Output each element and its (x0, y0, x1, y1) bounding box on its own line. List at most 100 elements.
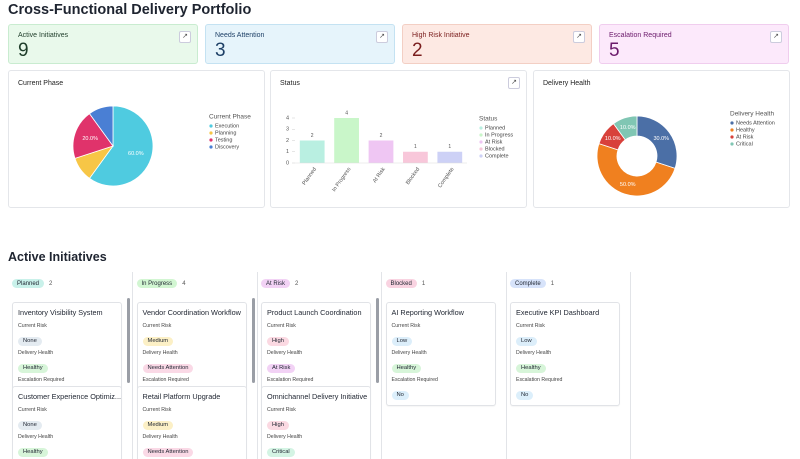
field-label: Delivery Health (391, 350, 427, 356)
initiative-card[interactable]: Customer Experience Optimiz... Current Ri… (12, 386, 122, 459)
kpi-card: Active Initiatives 9 ↗ (8, 24, 198, 64)
field-value-row: Low (391, 329, 491, 347)
field-value-row: Needs Attention (142, 356, 242, 374)
field-value-row: High (267, 413, 366, 431)
kpi-value: 5 (609, 40, 620, 61)
initiative-card[interactable]: Retail Platform Upgrade Current Risk Mediu… (136, 386, 247, 459)
field-value-row: None (18, 413, 117, 431)
board-column: In Progress 4 Vendor Coordination Workflow… (133, 272, 258, 459)
field-value: Needs Attention (142, 447, 194, 457)
scrollbar[interactable] (376, 298, 379, 383)
bar (368, 140, 394, 163)
x-tick-label: Complete (437, 167, 455, 190)
board-column: Complete 1 Executive KPI Dashboard Current … (506, 272, 631, 459)
field-value-row: No (391, 383, 491, 401)
x-tick-label: At Risk (372, 166, 387, 184)
field-value: Healthy (18, 447, 48, 457)
card-title: Customer Experience Optimiz... (18, 392, 122, 401)
kpi-card: Escalation Required 5 ↗ (599, 24, 789, 64)
column-count: 1 (550, 280, 555, 287)
expand-icon[interactable]: ↗ (179, 31, 191, 43)
field-label: Current Risk (516, 323, 545, 329)
field-value-row: Medium (142, 329, 242, 347)
legend-swatch (479, 133, 483, 137)
legend-swatch (730, 128, 734, 132)
card-title: Vendor Coordination Workflow (142, 308, 241, 317)
initiative-card[interactable]: Omnichannel Delivery Initiative Current R… (261, 386, 371, 459)
slice-label: 10.0% (605, 136, 621, 142)
legend-swatch (730, 121, 734, 125)
field-value-row: Medium (142, 413, 242, 431)
chart-title: Status (280, 80, 300, 87)
bar-label: 4 (345, 110, 348, 116)
legend-label: Testing (215, 137, 232, 143)
field-value-row: Needs Attention (142, 440, 242, 458)
slice-label: 60.0% (128, 151, 144, 157)
chart-title: Current Phase (18, 80, 63, 87)
bar (437, 151, 463, 163)
field-value: Needs Attention (142, 363, 194, 373)
legend-label: Critical (736, 141, 753, 147)
column-count: 1 (421, 280, 426, 287)
page-title: Cross-Functional Delivery Portfolio (8, 2, 252, 18)
field-value: None (18, 420, 42, 430)
bar (403, 151, 428, 163)
chart-title: Delivery Health (543, 80, 591, 87)
field-value: Medium (142, 336, 174, 346)
legend-label: Discovery (215, 144, 239, 150)
column-name: Complete (510, 279, 546, 288)
field-label: Escalation Required (516, 377, 563, 383)
scrollbar[interactable] (127, 298, 130, 383)
field-value-row: Healthy (391, 356, 491, 374)
bar (299, 140, 325, 163)
expand-icon[interactable]: ↗ (508, 77, 520, 89)
legend-label: In Progress (485, 132, 513, 138)
bar (334, 118, 359, 163)
column-name: In Progress (136, 279, 178, 288)
legend-swatch (209, 131, 213, 135)
column-header: At Risk 2 (261, 279, 298, 288)
donut-slice (596, 143, 676, 197)
chart: Current Phase 60.0% 20.0% Current Phase Exec… (18, 80, 251, 187)
initiative-card[interactable]: Executive KPI Dashboard Current Risk Low De… (510, 302, 620, 406)
field-label: Delivery Health (267, 434, 303, 440)
field-value: Low (391, 336, 413, 346)
x-tick-label: Blocked (405, 167, 421, 186)
expand-icon[interactable]: ↗ (770, 31, 782, 43)
field-value: High (267, 336, 289, 346)
legend-title: Delivery Health (730, 111, 774, 118)
field-value-row: High (267, 329, 366, 347)
slice-label: 30.0% (653, 136, 669, 142)
slice-label: 20.0% (82, 136, 98, 142)
initiative-card[interactable]: AI Reporting Workflow Current Risk Low Deli… (385, 302, 496, 406)
field-value-row: Critical (267, 440, 366, 458)
card-title: Retail Platform Upgrade (142, 392, 221, 401)
y-tick-label: 0 (286, 160, 289, 166)
bar-label: 1 (448, 144, 451, 150)
card-title: Inventory Visibility System (18, 308, 103, 317)
expand-icon[interactable]: ↗ (573, 31, 585, 43)
field-value-row: Healthy (18, 440, 117, 458)
field-value: None (18, 336, 42, 346)
expand-icon[interactable]: ↗ (376, 31, 388, 43)
x-tick-label: In Progress (331, 166, 352, 193)
field-label: Escalation Required (142, 377, 189, 383)
legend-label: Needs Attention (736, 120, 775, 126)
field-value: Low (516, 336, 537, 346)
kpi-card: Needs Attention 3 ↗ (205, 24, 395, 64)
board-column: Planned 2 Inventory Visibility System Curre… (8, 272, 133, 459)
chart: Delivery Health 30.0% 50.0% 10.0% 10.0% Deliv… (543, 80, 775, 197)
legend-label: Healthy (736, 127, 755, 133)
chart: Status 0 1 2 3 4 2 Planned 4 In Progress 2 At Risk 1… (280, 80, 513, 193)
scrollbar[interactable] (252, 298, 255, 383)
card-title: Executive KPI Dashboard (516, 308, 600, 317)
field-value-row: None (18, 329, 117, 347)
legend-swatch (209, 138, 213, 142)
pie-slice (72, 113, 114, 159)
chart-panel: Delivery Health 30.0% 50.0% 10.0% 10.0% Deliv… (533, 70, 790, 208)
field-value: Medium (142, 420, 174, 430)
field-value: Healthy (516, 363, 546, 373)
field-value: Healthy (18, 363, 48, 373)
field-label: Delivery Health (142, 350, 178, 356)
